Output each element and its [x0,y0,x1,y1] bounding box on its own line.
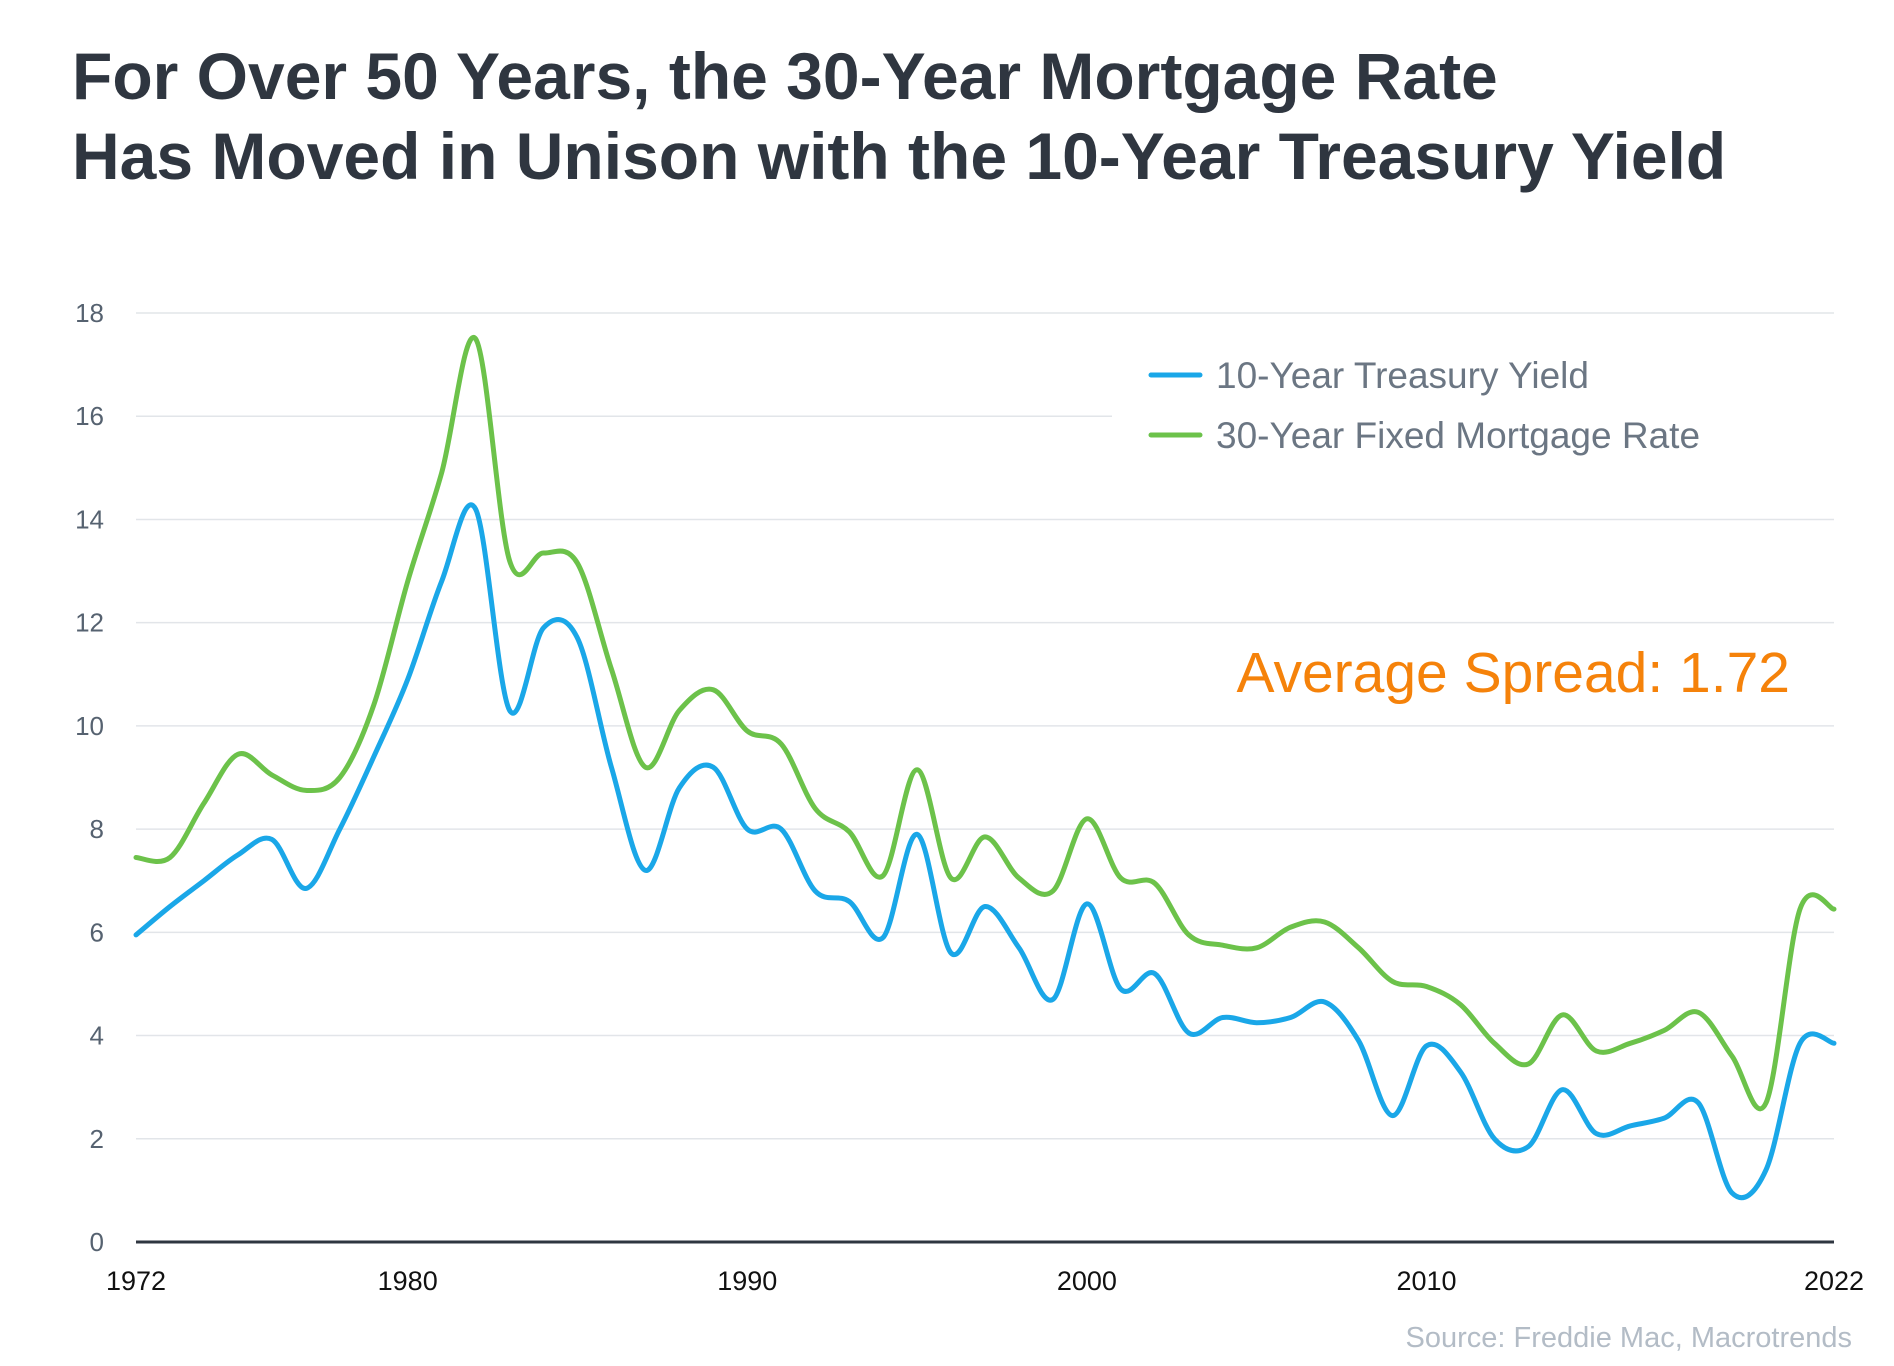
legend-background [1112,340,1834,470]
x-axis-ticks: 1972 1980 1990 2000 2010 2022 [106,1240,1864,1296]
chart-title: For Over 50 Years, the 30-Year Mortgage … [72,36,1726,196]
x-tick-label: 2022 [1804,1266,1864,1296]
x-tick-label: 1990 [717,1266,777,1296]
x-tick-label: 1972 [106,1266,166,1296]
chart-title-line-2: Has Moved in Unison with the 10-Year Tre… [72,119,1727,193]
series-line-treasury-yield [133,502,1837,1201]
y-tick-label: 14 [75,504,104,534]
legend: 10-Year Treasury Yield 30-Year Fixed Mort… [1112,340,1834,470]
x-tick-label: 2010 [1396,1266,1456,1296]
average-spread-annotation: Average Spread: 1.72 [1236,641,1790,705]
y-tick-label: 0 [90,1227,104,1257]
legend-label: 30-Year Fixed Mortgage Rate [1216,415,1700,456]
y-tick-label: 16 [75,401,104,431]
annotations: Average Spread: 1.72 [1236,641,1790,705]
y-tick-label: 2 [90,1124,104,1154]
source-note: Source: Freddie Mac, Macrotrends [1405,1322,1852,1354]
y-tick-label: 6 [90,917,104,947]
y-tick-label: 18 [75,298,104,328]
y-tick-label: 10 [75,711,104,741]
y-tick-label: 12 [75,608,104,638]
x-tick-label: 1980 [378,1266,438,1296]
y-tick-label: 8 [90,814,104,844]
chart-title-line-1: For Over 50 Years, the 30-Year Mortgage … [72,39,1498,113]
series-line-mortgage-rate [133,334,1837,1112]
legend-label: 10-Year Treasury Yield [1216,355,1589,396]
series-lines [133,334,1837,1201]
y-tick-label: 4 [90,1021,104,1051]
y-axis-ticks: 0 2 4 6 8 10 12 14 16 18 [75,298,104,1257]
x-tick-label: 2000 [1057,1266,1117,1296]
